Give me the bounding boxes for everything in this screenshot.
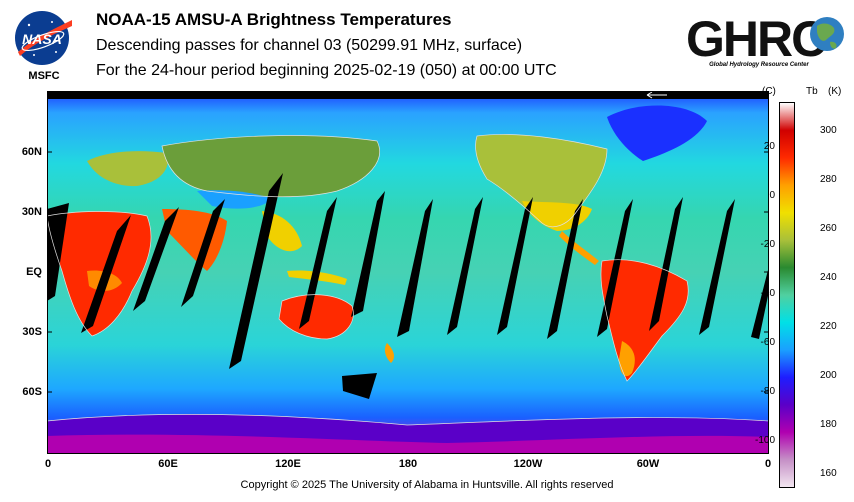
nasa-logo: NASA MSFC — [12, 8, 76, 84]
ghrc-subtitle: Global Hydrology Resource Center — [709, 62, 809, 68]
map-frame — [47, 91, 769, 454]
swath-gap — [497, 197, 533, 335]
swath-gap — [597, 199, 633, 337]
svg-text:GHRC: GHRC — [686, 11, 826, 64]
swath-gap — [547, 199, 583, 339]
swath-gap — [299, 197, 337, 329]
colorbar-unit-k: (K) — [828, 86, 842, 97]
coastline — [47, 211, 152, 337]
lon-label: 0 — [764, 458, 772, 470]
colorbar-kelvin-label: 160 — [820, 468, 837, 479]
colorbar-kelvin-label: 280 — [820, 174, 837, 185]
swath-gap — [229, 173, 283, 369]
swath-gap — [81, 215, 131, 333]
coastline — [475, 134, 608, 228]
nasa-meatball-icon: NASA — [15, 11, 72, 65]
brightness-temperature-map — [47, 91, 769, 454]
lat-label: 60N — [21, 146, 42, 158]
land-asia — [162, 135, 380, 197]
period-label: For the 24-hour period beginning 2025-02… — [96, 62, 557, 79]
land-himalaya — [197, 190, 272, 209]
swath-gaps — [47, 173, 769, 399]
swath-gap — [649, 197, 683, 331]
nasa-msfc-label: MSFC — [28, 70, 60, 82]
arrow-left-icon — [646, 91, 667, 99]
colorbar-kelvin-label: 180 — [820, 419, 837, 430]
lon-label: 180 — [398, 458, 418, 470]
colorbar-celsius-label: -20 — [760, 239, 775, 250]
swath-gap — [181, 199, 225, 307]
page-title: NOAA-15 AMSU-A Brightness Temperatures — [96, 10, 452, 29]
swath-gap — [447, 197, 483, 335]
colorbar-unit-c: (C) — [762, 86, 776, 97]
colorbar-celsius-label: -80 — [760, 386, 775, 397]
colorbar-kelvin-label: 200 — [820, 370, 837, 381]
lat-label: EQ — [26, 266, 42, 278]
ghrc-logo-icon: GHRC — [686, 11, 844, 67]
colorbar-kelvin-label: 260 — [820, 223, 837, 234]
swath-gap — [397, 199, 433, 337]
land-new-zealand — [384, 343, 394, 363]
swath-gap — [751, 266, 769, 339]
colorbar-kelvin-label: 240 — [820, 272, 837, 283]
svg-text:NASA: NASA — [22, 31, 62, 47]
lon-label: 0 — [44, 458, 52, 470]
lat-label: 60S — [22, 386, 42, 398]
lat-label: 30N — [21, 206, 42, 218]
swath-gap — [133, 207, 179, 311]
land-greenland — [607, 105, 707, 161]
lon-label: 120W — [513, 458, 543, 470]
lon-label: 120E — [275, 458, 301, 470]
colorbar-celsius-label: -60 — [760, 337, 775, 348]
swath-gap — [47, 203, 69, 301]
coastlines — [47, 134, 769, 426]
coastline — [47, 413, 769, 426]
colorbar-celsius-label: 20 — [763, 141, 775, 152]
colorbar-celsius-label: -100 — [754, 435, 775, 446]
colorbar-unit-label: Tb — [806, 86, 818, 97]
land-australia — [279, 294, 354, 339]
swath-gap — [342, 373, 377, 399]
land-patagonia — [619, 341, 635, 377]
colorbar-celsius-label: 0 — [769, 190, 775, 201]
swath-gap — [351, 191, 385, 317]
colorbar — [779, 102, 795, 488]
top-no-data-band — [47, 91, 769, 99]
lat-label: 30S — [22, 326, 42, 338]
coastline — [600, 259, 689, 382]
lon-label: 60W — [636, 458, 660, 470]
coastline — [278, 294, 354, 340]
land-north-america — [475, 134, 607, 227]
lon-label: 60E — [158, 458, 178, 470]
ghrc-logo: GHRC Global Hydrology Resource Center — [684, 10, 852, 76]
colorbar-celsius-label: -40 — [760, 288, 775, 299]
colorbar-kelvin-label: 300 — [820, 125, 837, 136]
page-subtitle: Descending passes for channel 03 (50299.… — [96, 37, 523, 54]
copyright-notice: Copyright © 2025 The University of Alaba… — [240, 479, 614, 491]
land-antarctica-edge — [47, 434, 769, 454]
coastline — [161, 135, 380, 198]
colorbar-kelvin-label: 220 — [820, 321, 837, 332]
land-europe — [87, 151, 168, 187]
swath-gap — [699, 199, 735, 335]
